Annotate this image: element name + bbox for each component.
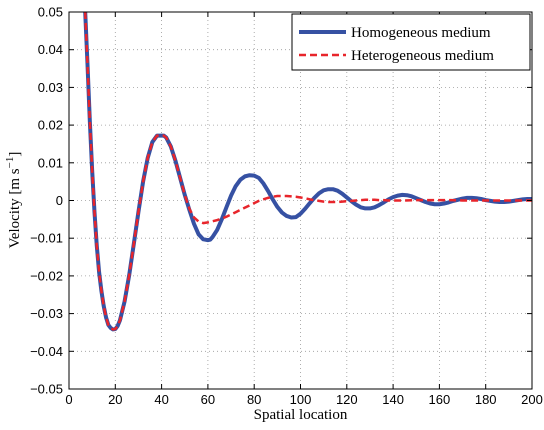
- x-tick-label: 140: [382, 392, 404, 407]
- legend: Homogeneous medium Heterogeneous medium: [291, 13, 531, 71]
- x-tick-label: 200: [521, 392, 543, 407]
- y-axis-title-main: Velocity [m s: [7, 168, 23, 248]
- x-tick-label: 180: [475, 392, 497, 407]
- y-tick-label: 0.02: [38, 118, 63, 133]
- y-tick-label: 0.01: [38, 155, 63, 170]
- series-layer: [83, 12, 532, 332]
- x-axis-title: Spatial location: [254, 407, 348, 423]
- y-axis-title: Velocity [m s−1]: [4, 152, 23, 249]
- y-axis-title-superscript: −1: [4, 157, 16, 169]
- series-line-heterogeneous: [83, 12, 532, 331]
- y-tick-label: −0.02: [30, 268, 63, 283]
- y-tick-label: −0.01: [30, 231, 63, 246]
- x-tick-label: 20: [108, 392, 122, 407]
- x-tick-label: 0: [65, 392, 72, 407]
- y-tick-label: 0.04: [38, 42, 63, 57]
- y-tick-label: −0.05: [30, 382, 63, 397]
- x-tick-label: 160: [429, 392, 451, 407]
- y-tick-label: −0.03: [30, 306, 63, 321]
- y-axis-title-close: ]: [7, 152, 23, 157]
- legend-label-homogeneous: Homogeneous medium: [351, 25, 491, 41]
- x-tick-label: 100: [290, 392, 312, 407]
- x-tick-labels: 0 20 40 60 80 100 120 140 160 180 200: [65, 392, 542, 407]
- x-tick-label: 40: [154, 392, 168, 407]
- x-tick-label: 60: [201, 392, 215, 407]
- y-tick-label: −0.04: [30, 344, 63, 359]
- x-tick-label: 80: [247, 392, 261, 407]
- y-tick-labels: −0.05 −0.04 −0.03 −0.02 −0.01 0 0.01 0.02 0.03 0.…: [30, 5, 63, 397]
- y-tick-label: 0: [56, 193, 63, 208]
- y-tick-label: 0.03: [38, 80, 63, 95]
- y-tick-label: 0.05: [38, 5, 63, 20]
- legend-label-heterogeneous: Heterogeneous medium: [351, 48, 494, 64]
- x-tick-label: 120: [336, 392, 358, 407]
- legend-box: [291, 13, 531, 71]
